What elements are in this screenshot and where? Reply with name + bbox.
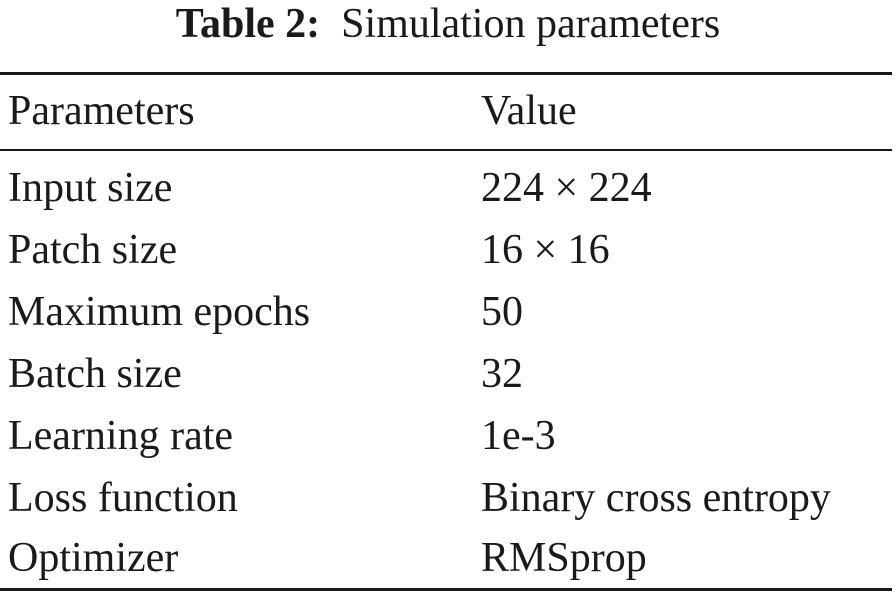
table-row: Loss function Binary cross entropy xyxy=(0,467,892,529)
param-cell: Learning rate xyxy=(8,413,234,459)
table-header-row: Parameters Value xyxy=(0,80,892,142)
value-cell: 16 × 16 xyxy=(481,227,610,273)
value-cell: RMSprop xyxy=(481,535,647,581)
table-label: Table 2: xyxy=(175,1,321,47)
table-row: Maximum epochs 50 xyxy=(0,281,892,343)
table-row: Optimizer RMSprop xyxy=(0,527,892,589)
value-cell: Binary cross entropy xyxy=(481,475,831,521)
header-value: Value xyxy=(481,88,577,134)
value-cell: 224 × 224 xyxy=(481,165,652,211)
bottom-rule xyxy=(0,588,892,591)
header-parameters: Parameters xyxy=(8,88,195,134)
table-row: Learning rate 1e-3 xyxy=(0,405,892,467)
value-cell: 50 xyxy=(481,289,523,335)
table-row: Patch size 16 × 16 xyxy=(0,219,892,281)
param-cell: Input size xyxy=(8,165,173,211)
param-cell: Patch size xyxy=(8,227,178,273)
param-cell: Maximum epochs xyxy=(8,289,311,335)
value-cell: 1e-3 xyxy=(481,413,556,459)
table-row: Input size 224 × 224 xyxy=(0,157,892,219)
table-row: Batch size 32 xyxy=(0,343,892,405)
param-cell: Batch size xyxy=(8,351,182,397)
header-rule xyxy=(0,149,892,151)
table-caption: Table 2: Simulation parameters xyxy=(0,0,896,52)
param-cell: Loss function xyxy=(8,475,238,521)
top-rule xyxy=(0,72,892,75)
value-cell: 32 xyxy=(481,351,523,397)
param-cell: Optimizer xyxy=(8,535,179,581)
table-title: Simulation parameters xyxy=(341,1,721,47)
